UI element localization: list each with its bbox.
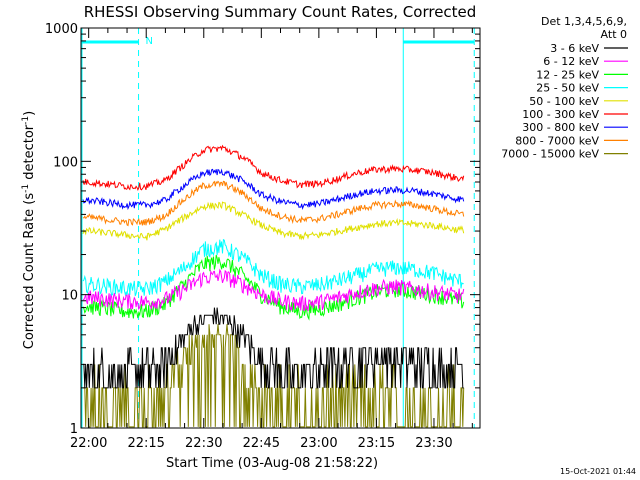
y-axis-label-part2: detector — [22, 124, 37, 184]
legend-label-8: 7000 - 15000 keV — [501, 148, 599, 161]
y-axis-label-part3: ) — [22, 111, 37, 116]
x-tick-label-2: 22:30 — [185, 436, 222, 451]
x-tick-label-0: 22:00 — [70, 436, 107, 451]
series-line-7 — [82, 180, 465, 227]
series-line-5 — [82, 144, 465, 192]
y-axis-label-exp1: -1 — [21, 184, 31, 193]
y-tick-label-1: 10 — [61, 289, 78, 304]
legend-label-4: 50 - 100 keV — [529, 95, 599, 108]
legend-label-3: 25 - 50 keV — [536, 82, 599, 95]
legend-attenuator: Att 0 — [601, 28, 627, 41]
chart-title: RHESSI Observing Summary Count Rates, Co… — [84, 3, 477, 21]
series-line-3 — [82, 238, 464, 297]
legend-label-1: 6 - 12 keV — [543, 55, 599, 68]
axes: 1 10 100 1000 22:00 22:15 22:30 22:45 23:00 23:15… — [45, 22, 481, 451]
x-tick-label-3: 22:45 — [243, 436, 280, 451]
legend-detectors: Det 1,3,4,5,6,9, — [541, 15, 627, 28]
legend-label-0: 3 - 6 keV — [550, 42, 599, 55]
x-tick-label-1: 22:15 — [127, 436, 164, 451]
x-axis-label: Start Time (03-Aug-08 21:58:22) — [166, 456, 378, 471]
y-axis-label-part1: Corrected Count Rate (s — [22, 193, 37, 350]
y-tick-label-3: 1000 — [45, 22, 78, 37]
y-tick-label-0: 1 — [70, 422, 78, 437]
timestamp: 15-Oct-2021 01:44 — [560, 467, 636, 476]
series-line-4 — [82, 201, 465, 241]
x-tick-label-6: 23:30 — [415, 436, 452, 451]
series-line-0 — [83, 307, 464, 389]
series-line-1 — [83, 268, 465, 312]
series-line-6 — [82, 168, 465, 211]
legend-label-5: 100 - 300 keV — [522, 108, 599, 121]
legend-label-2: 12 - 25 keV — [536, 68, 599, 81]
night-label: N — [146, 36, 153, 47]
y-axis-label: Corrected Count Rate (s-1 detector-1) — [21, 111, 37, 349]
x-tick-label-5: 23:15 — [358, 436, 395, 451]
legend-label-7: 800 - 7000 keV — [515, 134, 599, 147]
plot-area: N — [81, 28, 475, 428]
y-axis-label-exp2: -1 — [21, 116, 31, 125]
legend-label-6: 300 - 800 keV — [522, 121, 599, 134]
x-tick-label-4: 23:00 — [300, 436, 337, 451]
y-tick-label-2: 100 — [53, 155, 78, 170]
